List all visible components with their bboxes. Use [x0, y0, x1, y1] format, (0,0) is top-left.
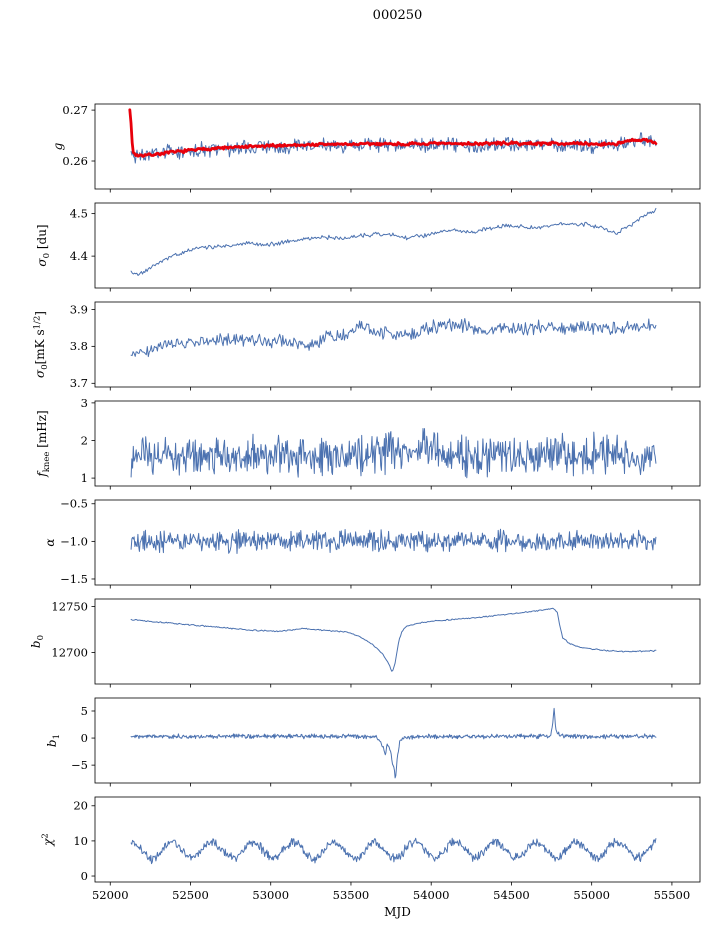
panel-g-frame [94, 103, 701, 190]
y-axis-label-b1: b1 [45, 734, 62, 747]
sigma0-du-line [130, 207, 657, 276]
y-tick-label: −1.0 [60, 534, 88, 548]
y-tick-label: 5 [81, 704, 88, 718]
g-smooth-line [128, 108, 658, 158]
x-tick-label: 52500 [172, 888, 209, 902]
y-tick-label: 3.8 [70, 339, 88, 353]
y-tick-label: 0.27 [62, 103, 88, 117]
y-tick-label: 4.5 [70, 207, 88, 221]
fknee-line [130, 428, 657, 479]
panel-b0-frame [94, 598, 701, 685]
chart-title: 000250 [372, 8, 423, 23]
y-tick-label: 12750 [51, 599, 88, 613]
x-tick-label: 54500 [493, 888, 530, 902]
panel-chi2: 0 10 20 52000 52500 53000 53500 54000 54500 55000… [41, 796, 701, 902]
panel-chi2-frame [94, 796, 701, 883]
y-tick-label: 4.4 [70, 249, 88, 263]
x-tick-label: 55000 [573, 888, 610, 902]
y-tick-label: −1.5 [60, 572, 88, 586]
panel-b0: 12700 12750 b0 [29, 598, 701, 688]
y-tick-label: −0.5 [60, 497, 88, 511]
x-tick-label: 54000 [413, 888, 450, 902]
panel-fknee-frame [94, 400, 701, 487]
panel-g: 0.26 0.27 g [51, 103, 701, 193]
y-axis-label-chi2: χ2 [41, 833, 56, 847]
y-tick-label: 0 [81, 869, 88, 883]
y-tick-label: 20 [73, 799, 88, 813]
b1-line [130, 707, 657, 779]
y-tick-label: 1 [81, 471, 88, 485]
panel-b1: −5 0 5 b1 [45, 697, 701, 787]
y-tick-label: 3.9 [70, 302, 88, 316]
panel-sigma0-du: 4.4 4.5 σ0 [du] [35, 202, 701, 292]
panel-sigma0-mks-frame [94, 301, 701, 388]
g-raw-line [130, 132, 657, 164]
x-tick-label: 53500 [333, 888, 370, 902]
y-tick-label: 12700 [51, 645, 88, 659]
b0-line [130, 607, 657, 672]
x-tick-label: 53000 [252, 888, 289, 902]
panel-alpha-frame [94, 499, 701, 586]
panel-sigma0-du-frame [94, 202, 701, 289]
y-axis-label-sigma0-du: σ0 [du] [35, 224, 52, 266]
alpha-line [130, 528, 657, 554]
y-axis-label-alpha: α [43, 538, 57, 546]
y-tick-label: 3.7 [70, 376, 88, 390]
y-tick-label: −5 [71, 758, 88, 772]
panel-alpha: −1.5 −1.0 −0.5 α [43, 497, 701, 589]
x-tick-label: 55500 [654, 888, 691, 902]
y-axis-label-fknee: fknee [mHz] [35, 410, 52, 477]
y-axis-label-b0: b0 [29, 635, 46, 648]
chi2-line [130, 837, 657, 865]
panel-sigma0-mks: 3.7 3.8 3.9 σ0[mK s1/2] [33, 301, 701, 391]
sigma0-mks-line [130, 318, 657, 358]
x-axis-label: MJD [384, 905, 411, 919]
y-tick-label: 10 [73, 834, 88, 848]
y-axis-label-sigma0-mks: σ0[mK s1/2] [33, 311, 51, 378]
y-tick-label: 0 [81, 731, 88, 745]
y-tick-label: 3 [81, 396, 88, 410]
panel-fknee: 1 2 3 fknee [mHz] [35, 396, 701, 490]
y-axis-label-g: g [51, 142, 65, 150]
y-tick-label: 0.26 [62, 154, 88, 168]
panel-b1-frame [94, 697, 701, 784]
y-tick-label: 2 [81, 433, 88, 447]
x-tick-label: 52000 [92, 888, 129, 902]
